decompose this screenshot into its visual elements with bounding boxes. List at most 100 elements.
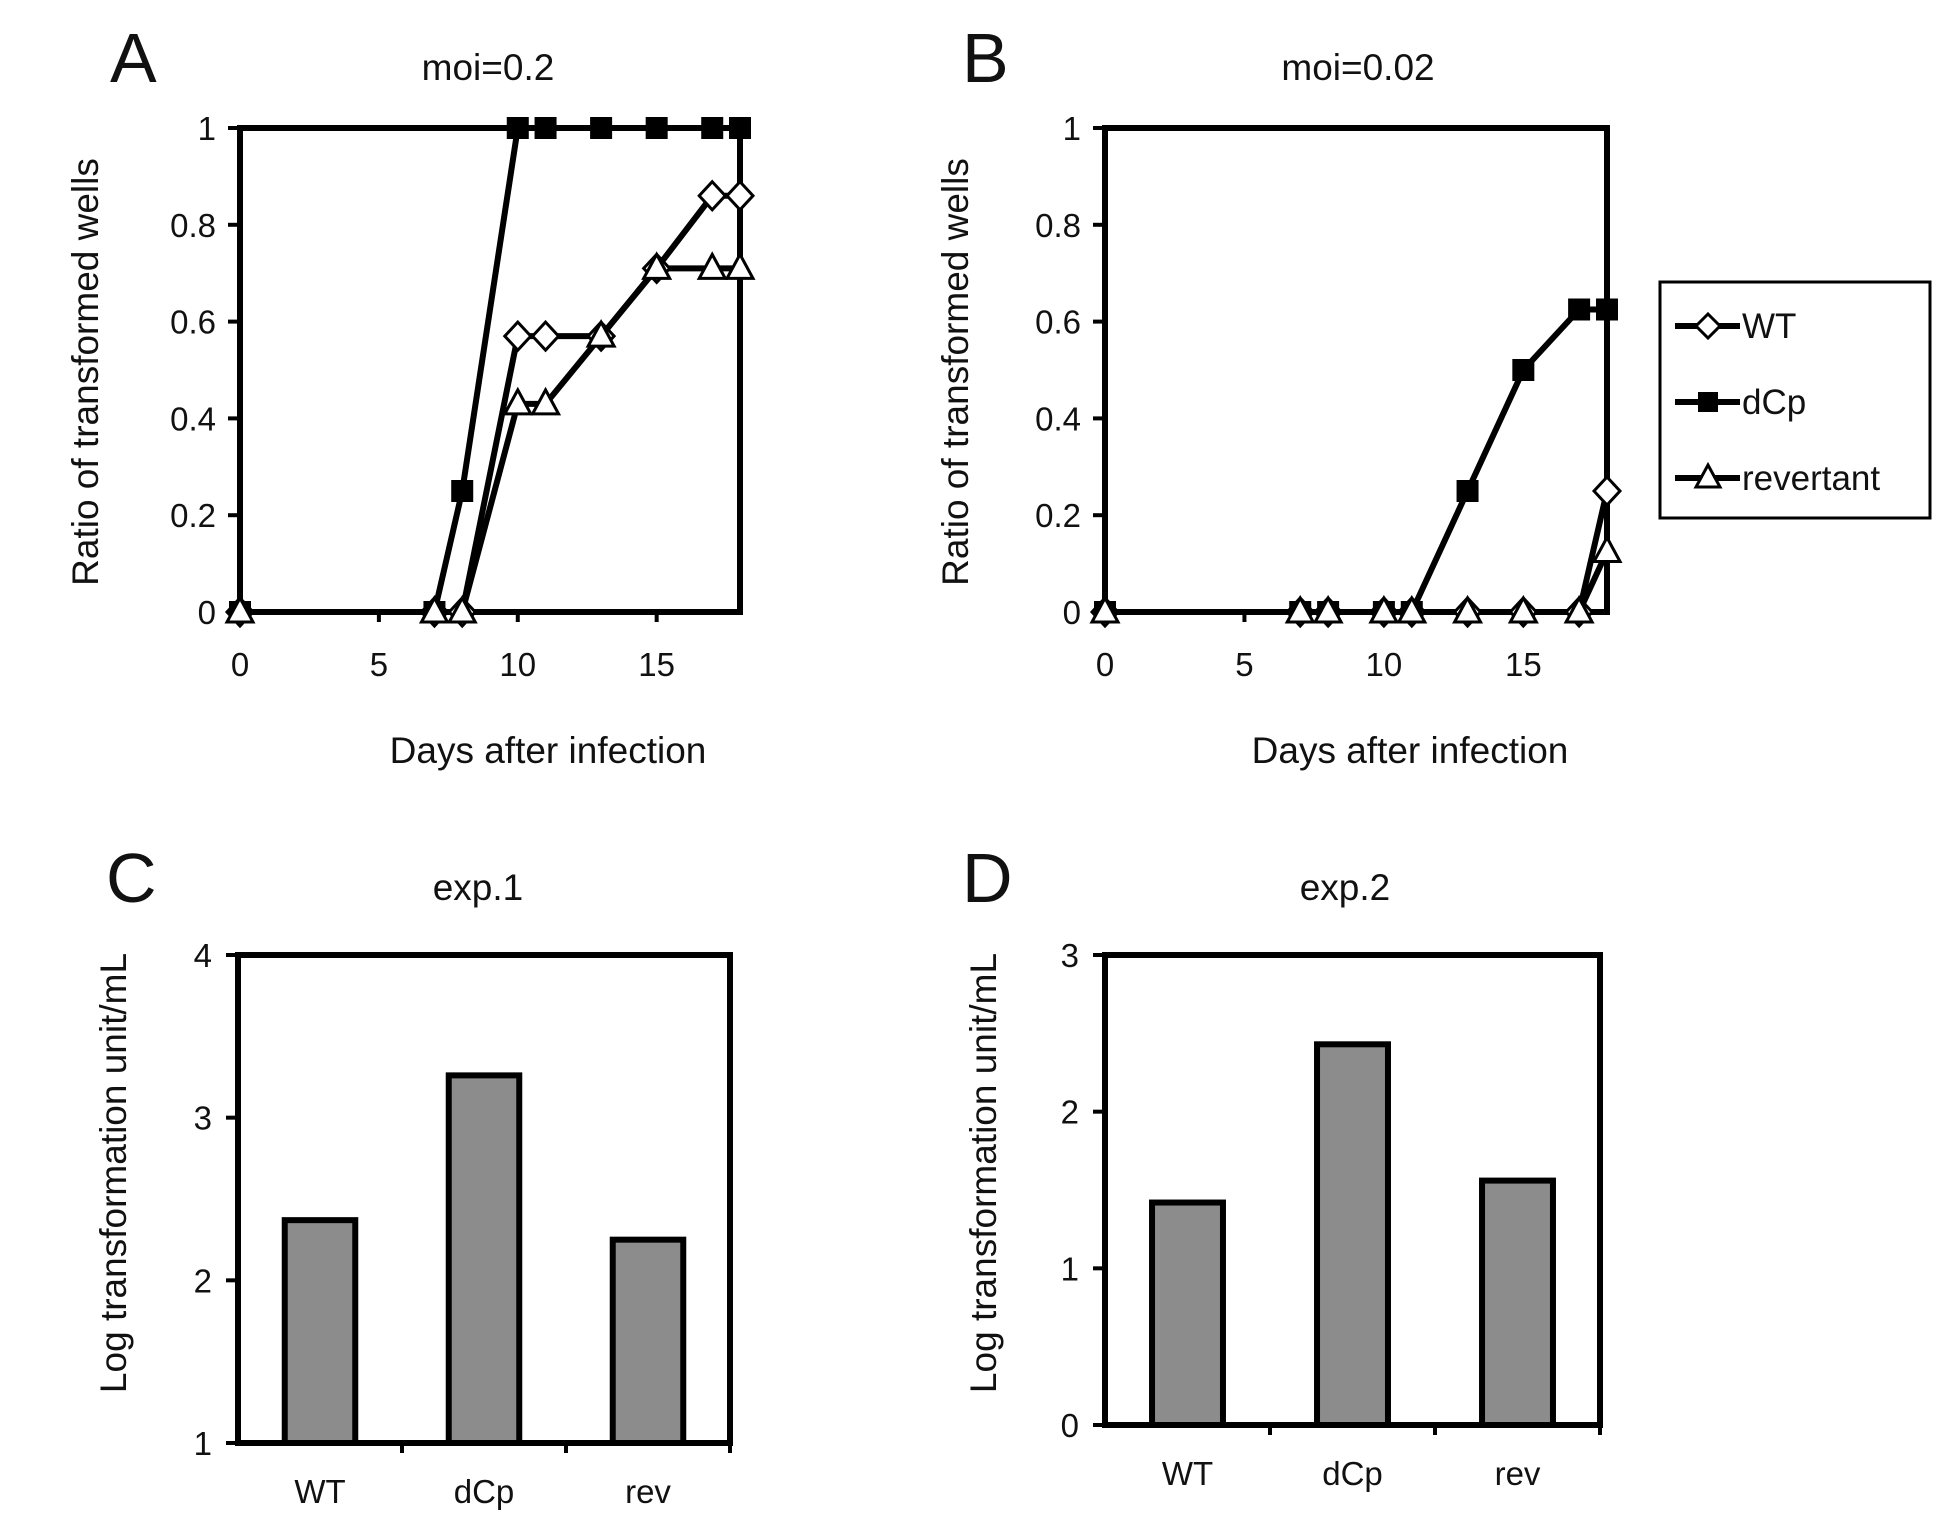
panel-a-x-axis-title: Days after infection	[390, 730, 707, 771]
data-point-dcp	[1568, 298, 1591, 321]
data-point-revertant	[1563, 594, 1595, 624]
legend: WT dCp revertant	[1658, 280, 1932, 520]
y-tick-label: 0.6	[1035, 304, 1081, 341]
legend-label-dcp: dCp	[1742, 383, 1806, 422]
data-point-revertant	[1312, 594, 1344, 624]
y-tick-label: 0.8	[1035, 207, 1081, 244]
data-point-dcp	[1456, 480, 1479, 502]
y-tick-label: 1	[1061, 1250, 1079, 1287]
panel-letter-a: A	[110, 19, 157, 97]
data-point-dcp	[506, 117, 529, 139]
panel-a-title: moi=0.2	[422, 47, 555, 88]
x-category-label: rev	[1495, 1455, 1541, 1492]
panel-a: A moi=0.2 Days after infection Ratio of …	[65, 19, 756, 771]
bar-wt	[281, 1217, 359, 1446]
y-tick-label: 1	[194, 1425, 212, 1462]
data-point-wt	[724, 179, 756, 212]
panel-d: D exp.2 Log transformation unit/mL 0 1 2 3 W…	[962, 839, 1603, 1492]
x-tick-label: 15	[638, 646, 675, 683]
data-point-revertant	[1452, 594, 1484, 624]
data-point-revertant	[224, 594, 256, 624]
y-tick-label: 4	[194, 937, 212, 974]
series-line-dcp	[240, 125, 740, 615]
series-line-revertant	[1105, 550, 1610, 615]
series-line-wt	[240, 192, 740, 615]
y-tick-label: 2	[194, 1262, 212, 1299]
x-tick-label: 5	[370, 646, 388, 683]
legend-label-wt: WT	[1742, 307, 1796, 346]
data-point-dcp	[534, 117, 557, 139]
data-point-revertant	[696, 251, 728, 280]
data-point-dcp	[1512, 359, 1535, 381]
data-point-revertant	[724, 251, 756, 280]
data-point-revertant	[585, 318, 617, 348]
panel-c-y-axis-title: Log transformation unit/mL	[93, 953, 134, 1393]
panel-letter-c: C	[106, 839, 157, 917]
panel-b-x-axis-title: Days after infection	[1252, 730, 1569, 771]
data-point-wt	[697, 179, 728, 212]
y-tick-label: 0.4	[170, 400, 216, 437]
x-category-label: dCp	[454, 1473, 515, 1510]
x-category-label: rev	[625, 1473, 671, 1510]
y-tick-label: 0	[1061, 1407, 1079, 1444]
legend-entry-wt: WT	[1675, 307, 1796, 346]
bar-dcp	[1314, 1041, 1391, 1429]
panel-c-title: exp.1	[433, 867, 524, 908]
x-tick-label: 5	[1235, 646, 1253, 683]
y-tick-label: 0.2	[170, 497, 216, 534]
y-tick-label: 0.4	[1035, 400, 1081, 437]
panel-letter-b: B	[962, 19, 1009, 97]
data-point-revertant	[446, 594, 478, 624]
y-tick-label: 1	[1063, 110, 1081, 147]
data-point-revertant	[1284, 594, 1316, 624]
x-tick-label: 0	[1096, 646, 1114, 683]
panel-d-title: exp.2	[1300, 867, 1391, 908]
bar-wt	[1149, 1199, 1226, 1428]
data-point-dcp	[701, 117, 724, 139]
plot-frame	[237, 125, 743, 615]
data-point-wt	[530, 319, 561, 353]
bar-rev	[1479, 1177, 1556, 1428]
panel-d-y-axis-title: Log transformation unit/mL	[963, 953, 1004, 1393]
series-line-wt	[1105, 490, 1610, 615]
data-point-wt	[1591, 474, 1623, 508]
x-category-label: WT	[1162, 1455, 1213, 1492]
legend-label-revertant: revertant	[1742, 459, 1880, 498]
y-tick-label: 0	[1063, 594, 1081, 631]
panel-a-y-axis-title: Ratio of transformed wells	[65, 158, 106, 586]
data-point-dcp	[451, 480, 474, 502]
data-point-dcp	[645, 117, 668, 139]
x-category-label: WT	[294, 1473, 345, 1510]
panel-b-title: moi=0.02	[1281, 47, 1434, 88]
data-point-revertant	[418, 594, 450, 624]
data-point-revertant	[1507, 594, 1539, 624]
panel-b-y-axis-title: Ratio of transformed wells	[935, 158, 976, 586]
legend-entry-revertant: revertant	[1675, 459, 1880, 498]
series-line-dcp	[1105, 306, 1607, 615]
y-tick-label: 0.2	[1035, 497, 1081, 534]
panel-b: B moi=0.02 Days after infection Ratio of…	[935, 19, 1932, 771]
data-point-revertant	[502, 386, 534, 416]
legend-entry-dcp: dCp	[1675, 383, 1806, 422]
data-point-revertant	[1591, 534, 1623, 563]
y-tick-label: 0	[198, 594, 216, 631]
y-tick-label: 0.8	[170, 207, 216, 244]
legend-dcp-marker	[1698, 392, 1718, 412]
bar-rev	[609, 1236, 687, 1446]
x-tick-label: 10	[1366, 646, 1403, 683]
x-category-label: dCp	[1322, 1455, 1383, 1492]
data-point-dcp	[1596, 298, 1618, 321]
x-tick-label: 15	[1505, 646, 1542, 683]
data-point-revertant	[1368, 594, 1400, 624]
x-tick-label: 10	[499, 646, 536, 683]
data-point-dcp	[590, 117, 613, 139]
bar-dcp	[445, 1072, 523, 1446]
x-tick-label: 0	[231, 646, 249, 683]
data-point-wt	[502, 319, 533, 353]
panel-letter-d: D	[962, 839, 1013, 917]
legend-revertant-marker	[1693, 461, 1723, 489]
data-point-revertant	[1396, 594, 1428, 624]
y-tick-label: 2	[1061, 1094, 1079, 1131]
y-tick-label: 3	[1061, 937, 1079, 974]
